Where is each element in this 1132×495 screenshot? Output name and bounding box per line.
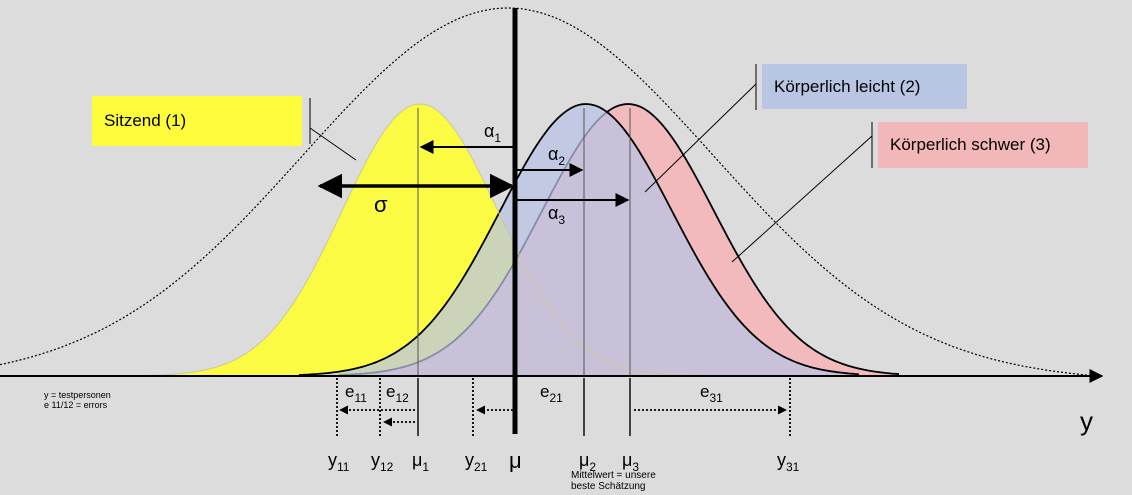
- error-markers: [336, 378, 791, 436]
- error-label-e31: e31: [700, 382, 723, 405]
- alpha2-label: α2: [548, 144, 565, 168]
- error-label-e11: e11: [345, 382, 367, 405]
- error-label-e21: e21: [540, 382, 563, 405]
- sigma-label: σ: [374, 192, 388, 217]
- tick-y12: y12: [371, 450, 394, 474]
- tick-mu1: μ1: [412, 450, 429, 474]
- pointer-group3: [731, 135, 873, 263]
- tick-y11: y11: [328, 450, 350, 474]
- mean-note-line1: Mittelwert = unsere: [571, 470, 656, 481]
- overall-distribution-curve: [0, 7, 1101, 377]
- distribution-curve-koerperlich-leicht: [299, 103, 859, 377]
- pointer-group2: [644, 83, 757, 193]
- legend-errors: e 11/12 = errors: [44, 400, 108, 410]
- tick-mu2: μ2: [579, 450, 596, 474]
- distribution-curve-sitzend: [150, 104, 699, 376]
- mean-note-line2: beste Schätzung: [571, 481, 646, 492]
- tick-mu3: μ3: [622, 450, 639, 474]
- axis-label-y: y: [1080, 406, 1093, 436]
- tick-y31: y31: [777, 450, 800, 474]
- tick-y21: y21: [465, 450, 488, 474]
- distribution-curve-sitzend-outline: [149, 103, 699, 376]
- tick-mu: μ: [509, 448, 522, 473]
- label-box-koerperlich-leicht: Körperlich leicht (2): [762, 64, 967, 109]
- alpha3-label: α3: [548, 203, 565, 227]
- error-label-e12: e12: [386, 382, 409, 405]
- alpha1-label: α1: [484, 121, 501, 145]
- error-arrows: [339, 405, 787, 427]
- pointer-group1: [309, 127, 357, 161]
- label-box-sitzend: Sitzend (1): [92, 96, 302, 146]
- legend-testpersonen: y = testpersonen: [44, 390, 111, 400]
- label-box-koerperlich-schwer: Körperlich schwer (3): [878, 122, 1088, 168]
